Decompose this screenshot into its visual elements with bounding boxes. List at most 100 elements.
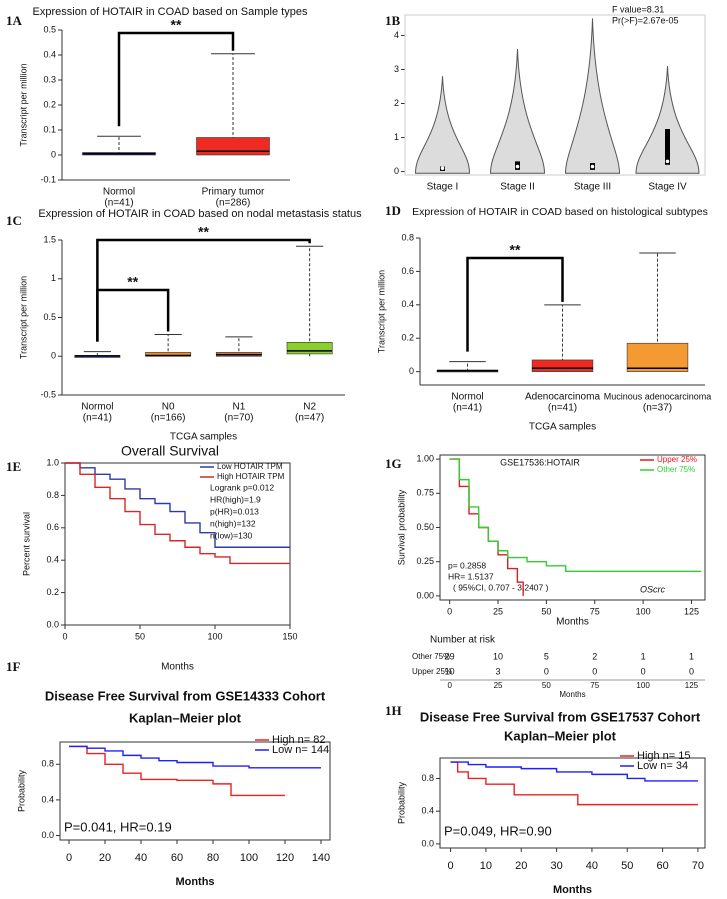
panel-label: 1G	[385, 456, 402, 471]
n-label: (n=37)	[643, 403, 672, 414]
x-tick-label: 125	[684, 606, 699, 616]
box	[196, 137, 270, 156]
y-tick-label: -0.5	[40, 389, 56, 399]
chart-title: Overall Survival	[121, 443, 219, 459]
x-tick-label: 100	[207, 631, 222, 641]
y-tick-label: 0.5	[43, 312, 56, 322]
median-dot	[590, 164, 595, 169]
y-tick-label: 0.0	[46, 619, 59, 629]
significance-label: **	[510, 242, 521, 258]
plot-frame	[439, 454, 706, 601]
x-tick-label: 75	[590, 606, 600, 616]
y-tick-label: 0.00	[416, 590, 434, 600]
significance-label: **	[198, 224, 209, 240]
y-tick-label: 0.6	[401, 266, 414, 276]
x-tick-label: 100	[240, 852, 258, 864]
violin	[414, 76, 471, 174]
category-label: N0	[162, 402, 175, 413]
category-label: Normol	[81, 402, 113, 413]
x-tick-label: 150	[282, 631, 297, 641]
x-tick-label: 20	[99, 852, 111, 864]
risk-x-axis-label: Months	[559, 690, 585, 699]
category-label: Normol	[103, 187, 135, 198]
risk-table-title: Number at risk	[430, 635, 496, 646]
risk-count: 29	[445, 651, 455, 661]
y-tick-label: 0	[409, 366, 414, 376]
risk-row-name: Upper 25%	[412, 667, 452, 676]
y-tick-label: 0.3	[43, 74, 56, 84]
significance-bracket	[117, 31, 235, 127]
x-tick-label: 10	[480, 860, 492, 872]
x-tick-label: 120	[276, 852, 294, 864]
y-tick-label: 0.75	[416, 488, 434, 498]
y-tick-label: 0.8	[401, 232, 414, 242]
n-label: (n=41)	[453, 403, 482, 414]
chart-title: Expression of HOTAIR in COAD based on no…	[38, 208, 362, 220]
y-tick-label: 0.5	[43, 24, 56, 34]
risk-x-label: 125	[685, 681, 699, 690]
risk-count: 0	[641, 666, 646, 676]
x-tick-label: 140	[312, 852, 330, 864]
x-tick-label: 25	[493, 606, 503, 616]
category-label: N2	[303, 402, 316, 413]
stat-label: P=0.049, HR=0.90	[444, 823, 552, 838]
x-tick-label: 60	[171, 852, 183, 864]
significance-label: **	[127, 274, 138, 290]
stat-label: n(low)=130	[210, 530, 253, 540]
y-tick-label: 0.2	[46, 587, 59, 597]
significance-bracket	[466, 256, 564, 352]
risk-count: 0	[544, 666, 549, 676]
y-tick-label: 0.4	[401, 299, 414, 309]
y-tick-label: 3	[394, 64, 399, 74]
x-tick-label: 80	[207, 852, 219, 864]
stat-label: p(HR)=0.013	[210, 506, 259, 516]
y-axis-label: Transcript per million	[18, 63, 28, 146]
n-label: (n=70)	[224, 413, 253, 424]
violin	[489, 49, 546, 174]
survival-curve	[65, 462, 290, 565]
chart-title: Disease Free Survival from GSE14333 Coho…	[45, 688, 326, 703]
x-tick-label: 100	[636, 606, 651, 616]
chart-title: GSE17536:HOTAIR	[500, 457, 580, 467]
y-tick-label: 0.6	[46, 522, 59, 532]
risk-x-label: 100	[636, 681, 650, 690]
survival-curve	[449, 458, 702, 572]
stat-label: ( 95%CI, 0.707 - 3.2407 )	[453, 582, 549, 592]
chart-title: Expression of HOTAIR in COAD based on hi…	[412, 206, 708, 218]
category-label: Stage IV	[648, 182, 687, 193]
y-tick-label: 0.4	[421, 806, 434, 816]
stat-label: Logrank p=0.012	[210, 482, 274, 492]
plot-frame	[64, 462, 291, 626]
box	[626, 342, 689, 372]
x-tick-label: 40	[586, 860, 598, 872]
y-tick-label: 2	[394, 98, 399, 108]
x-tick-label: 70	[692, 860, 704, 872]
category-label: Mucinous adenocarcinoma	[604, 391, 712, 401]
category-label: Stage II	[500, 182, 534, 193]
risk-row-name: Other 75%	[412, 652, 450, 661]
n-label: (n=166)	[151, 413, 186, 424]
y-tick-label: 0	[394, 166, 399, 176]
y-tick-label: 0.0	[421, 838, 434, 848]
median-dot	[440, 166, 445, 170]
legend-label: Upper 25%	[657, 455, 697, 464]
survival-curve	[450, 761, 698, 806]
chart-subtitle: Kaplan–Meier plot	[504, 728, 617, 743]
stat-label: HR(high)=1.9	[210, 494, 261, 504]
y-tick-label: 0.50	[416, 522, 434, 532]
y-tick-label: 1.0	[46, 457, 59, 467]
survival-curve	[65, 462, 290, 548]
y-tick-label: 1	[394, 132, 399, 142]
n-label: (n=47)	[295, 413, 324, 424]
panel-label: 1H	[385, 703, 402, 718]
risk-count: 10	[445, 666, 455, 676]
survival-curve	[450, 761, 698, 782]
y-tick-label: 1.5	[43, 234, 56, 244]
y-tick-label: 0.4	[43, 49, 56, 59]
y-axis-label: Survival probability	[396, 489, 406, 565]
chart-title: Expression of HOTAIR in COAD based on Sa…	[33, 6, 308, 18]
x-axis-label: Months	[175, 876, 214, 888]
violin	[635, 66, 700, 174]
y-axis-label: Transcript per million	[376, 270, 386, 353]
